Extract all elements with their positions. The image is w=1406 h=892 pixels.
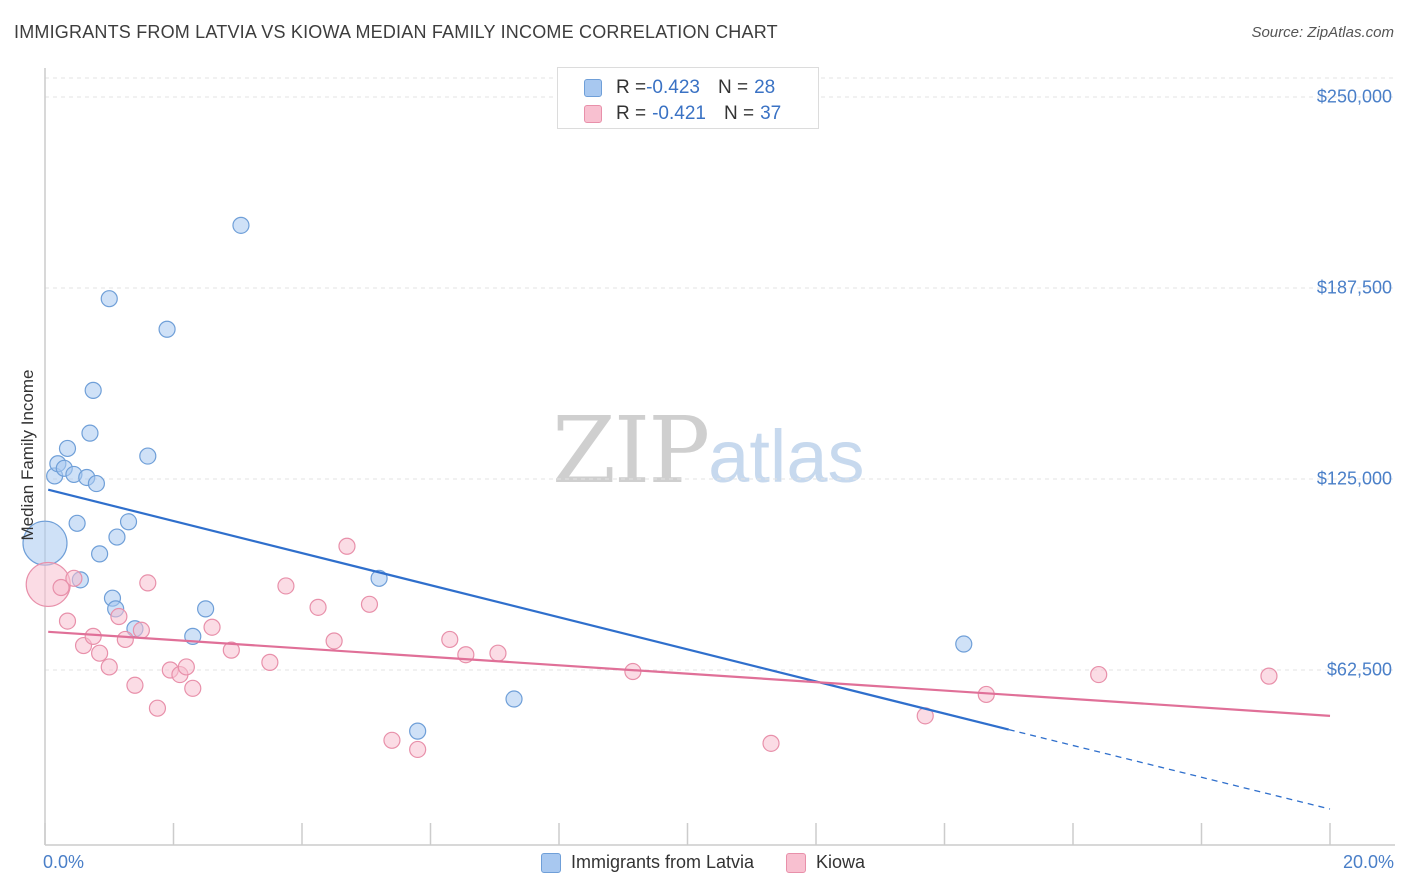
series-legend-item-kiowa[interactable]: Kiowa [786,852,865,873]
legend-swatch-kiowa [584,105,602,123]
n-value: 37 [760,103,782,124]
x-tick-label: 0.0% [43,852,85,872]
data-point-latvia [87,474,106,493]
data-point-kiowa [277,577,295,595]
data-point-latvia [100,290,118,308]
data-point-latvia [139,447,157,465]
data-point-kiowa [1090,665,1108,684]
data-point-latvia [119,513,138,531]
r-label: R = [616,77,647,98]
chart-source: Source: ZipAtlas.com [1251,24,1394,41]
data-point-kiowa [116,630,134,649]
series-legend-swatch-latvia [540,852,561,873]
watermark: ZIPatlas [552,405,864,497]
data-point-kiowa [148,699,167,717]
data-point-latvia [91,545,109,563]
data-point-kiowa [126,676,144,694]
x-tick-label: 20.0% [1342,852,1394,872]
stats-legend-row-latvia: R = -0.423 N = 28 [584,77,775,99]
y-tick-label: $187,500 [1316,277,1392,298]
data-point-kiowa [338,537,356,555]
data-point-kiowa [177,658,195,676]
data-point-latvia [505,690,523,708]
data-point-kiowa [261,653,279,671]
data-point-latvia [158,320,176,338]
data-point-kiowa [222,641,240,659]
data-point-kiowa [139,574,157,592]
data-point-kiowa [58,612,77,630]
series-legend-item-latvia[interactable]: Immigrants from Latvia [540,852,755,873]
stats-legend: R = -0.423 N = 28 R = -0.421 N = 37 [557,67,819,129]
n-label: N = [717,77,749,98]
series-legend-swatch-kiowa [786,852,807,873]
chart-title: IMMIGRANTS FROM LATVIA VS KIOWA MEDIAN F… [14,22,778,42]
data-point-kiowa [132,621,150,639]
y-tick-label: $125,000 [1316,468,1392,489]
data-point-latvia [84,381,102,399]
data-point-latvia [232,216,250,234]
r-value: -0.423 [646,77,700,98]
data-point-latvia [58,439,77,458]
data-point-latvia [68,514,86,532]
data-point-latvia [955,635,973,653]
data-point-kiowa [762,734,780,752]
r-value: -0.421 [652,103,706,124]
data-point-kiowa [100,658,118,676]
data-point-kiowa [110,607,128,626]
data-point-kiowa [84,627,102,645]
data-point-latvia [409,722,427,740]
data-point-kiowa [360,595,379,613]
data-point-latvia [108,528,126,546]
trend-line-latvia [47,488,1010,731]
series-legend-label-latvia: Immigrants from Latvia [570,852,755,872]
y-tick-label: $62,500 [1326,659,1392,680]
watermark-atlas: atlas [708,415,865,498]
data-point-latvia [197,600,215,618]
series-legend-label-kiowa: Kiowa [816,852,866,872]
series-legend: Immigrants from Latvia Kiowa [0,852,1406,873]
data-point-kiowa [91,644,109,662]
trend-line-kiowa [48,630,1331,717]
data-point-kiowa [309,598,327,616]
data-point-kiowa [383,731,401,749]
data-point-kiowa [65,569,83,587]
legend-swatch-latvia [584,79,602,97]
n-value: 28 [754,77,776,98]
data-point-kiowa [203,618,221,636]
data-point-kiowa [52,578,70,597]
data-point-kiowa [489,644,507,662]
data-point-kiowa [441,630,459,649]
data-point-kiowa [325,632,343,650]
data-point-latvia [81,424,99,442]
r-label: R = [616,103,647,124]
n-label: N = [723,103,755,124]
stats-legend-row-kiowa: R = -0.421 N = 37 [584,103,781,125]
y-tick-label: $250,000 [1316,86,1392,107]
data-point-kiowa [409,740,427,759]
data-point-kiowa [1260,667,1278,685]
trend-line-latvia-extrapolated [1008,728,1331,810]
watermark-zip: ZIP [552,397,710,504]
y-axis-title: Median Family Income [18,369,37,541]
data-point-kiowa [184,679,202,697]
